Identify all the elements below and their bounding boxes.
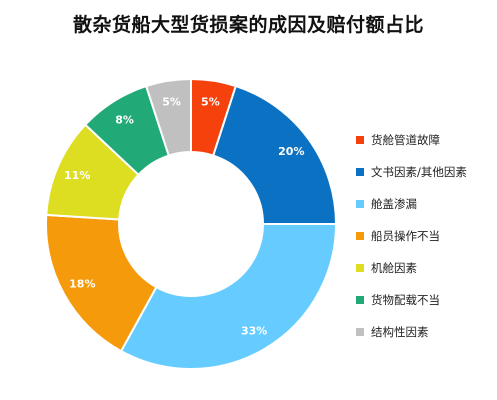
slice-data-label-2: 20% [278,145,304,158]
donut-chart: 5% 20% 33% 18% 11% 8% 5% [45,77,338,370]
donut-slice-4 [45,213,158,353]
donut-slice-7 [144,77,192,157]
legend-item-7: 结构性因素 [356,322,496,342]
slice-data-label-3: 33% [241,325,267,338]
donut-data-labels: 5% 20% 33% 18% 11% 8% 5% [64,96,304,338]
legend-label: 船员操作不当 [371,229,440,243]
legend-swatch [356,136,364,144]
legend-item-1: 货舱管道故障 [356,130,496,150]
donut-slice-2 [211,84,338,225]
legend-label: 结构性因素 [371,325,429,339]
slice-data-label-7: 5% [162,96,181,109]
slice-data-label-1: 5% [201,96,220,109]
legend-label: 货物配载不当 [371,293,440,307]
legend-swatch [356,200,364,208]
legend-item-5: 机舱因素 [356,258,496,278]
slice-data-label-4: 18% [69,278,95,291]
donut-slices [45,77,338,370]
donut-slice-3 [119,223,338,370]
legend-item-2: 文书因素/其他因素 [356,162,496,182]
legend-swatch [356,328,364,336]
legend-item-3: 舱盖渗漏 [356,194,496,214]
legend-label: 货舱管道故障 [371,133,440,147]
chart-title: 散杂货船大型货损案的成因及赔付额占比 [72,14,424,36]
legend: 货舱管道故障文书因素/其他因素 舱盖渗漏船员操作不当 机舱因素货物配载不当 结构性因素 [356,130,496,354]
legend-swatch [356,296,364,304]
legend-swatch [356,232,364,240]
slice-data-label-5: 11% [64,169,90,182]
legend-item-6: 货物配载不当 [356,290,496,310]
legend-label: 机舱因素 [371,261,417,275]
legend-label: 舱盖渗漏 [371,197,417,211]
legend-item-4: 船员操作不当 [356,226,496,246]
legend-swatch [356,264,364,272]
legend-swatch [356,168,364,176]
legend-label: 文书因素/其他因素 [371,165,467,179]
slice-data-label-6: 8% [115,113,134,126]
